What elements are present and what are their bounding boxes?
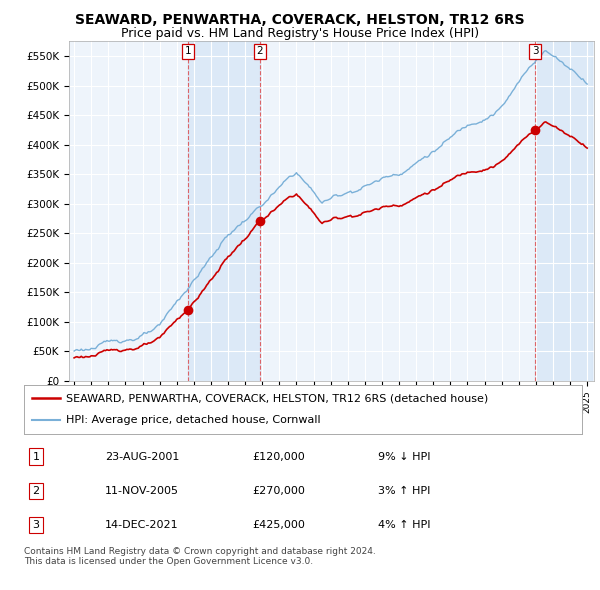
Text: £425,000: £425,000 xyxy=(252,520,305,530)
Text: 2: 2 xyxy=(32,486,40,496)
Text: Price paid vs. HM Land Registry's House Price Index (HPI): Price paid vs. HM Land Registry's House … xyxy=(121,27,479,40)
Text: 14-DEC-2021: 14-DEC-2021 xyxy=(105,520,179,530)
Text: 3: 3 xyxy=(32,520,40,530)
Text: 2: 2 xyxy=(257,47,263,57)
Bar xyxy=(535,41,592,381)
Text: £120,000: £120,000 xyxy=(252,452,305,461)
Text: 23-AUG-2001: 23-AUG-2001 xyxy=(105,452,179,461)
Text: Contains HM Land Registry data © Crown copyright and database right 2024.
This d: Contains HM Land Registry data © Crown c… xyxy=(24,547,376,566)
Text: SEAWARD, PENWARTHA, COVERACK, HELSTON, TR12 6RS: SEAWARD, PENWARTHA, COVERACK, HELSTON, T… xyxy=(75,13,525,27)
Text: 11-NOV-2005: 11-NOV-2005 xyxy=(105,486,179,496)
Text: 3% ↑ HPI: 3% ↑ HPI xyxy=(378,486,430,496)
Text: 3: 3 xyxy=(532,47,538,57)
Text: 4% ↑ HPI: 4% ↑ HPI xyxy=(378,520,431,530)
Text: £270,000: £270,000 xyxy=(252,486,305,496)
Bar xyxy=(188,41,260,381)
Text: SEAWARD, PENWARTHA, COVERACK, HELSTON, TR12 6RS (detached house): SEAWARD, PENWARTHA, COVERACK, HELSTON, T… xyxy=(66,394,488,404)
Text: 9% ↓ HPI: 9% ↓ HPI xyxy=(378,452,431,461)
Text: 1: 1 xyxy=(184,47,191,57)
Text: 1: 1 xyxy=(32,452,40,461)
Text: HPI: Average price, detached house, Cornwall: HPI: Average price, detached house, Corn… xyxy=(66,415,320,425)
